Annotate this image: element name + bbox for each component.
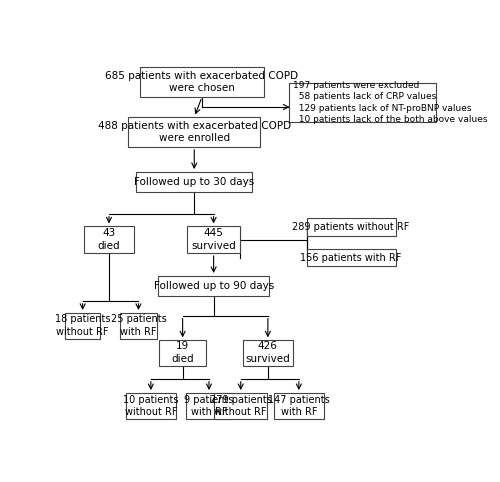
- Bar: [306, 249, 396, 267]
- Text: 488 patients with exacerbated COPD
were enrolled: 488 patients with exacerbated COPD were …: [98, 120, 291, 144]
- Text: 9 patients
with RF: 9 patients with RF: [184, 395, 234, 417]
- Bar: [136, 172, 252, 192]
- Bar: [160, 340, 206, 365]
- Text: 43
died: 43 died: [98, 228, 120, 251]
- Text: 279 patients
without RF: 279 patients without RF: [210, 395, 272, 417]
- Text: 18 patients
without RF: 18 patients without RF: [55, 314, 110, 337]
- Text: 156 patients with RF: 156 patients with RF: [300, 253, 402, 263]
- Text: Followed up to 90 days: Followed up to 90 days: [154, 281, 274, 291]
- Text: 289 patients without RF: 289 patients without RF: [292, 222, 410, 232]
- Text: 685 patients with exacerbated COPD
were chosen: 685 patients with exacerbated COPD were …: [106, 70, 298, 94]
- Bar: [214, 393, 268, 419]
- Text: 426
survived: 426 survived: [246, 341, 290, 364]
- Bar: [188, 227, 240, 253]
- Text: 147 patients
with RF: 147 patients with RF: [268, 395, 330, 417]
- Bar: [242, 340, 293, 365]
- Bar: [140, 67, 264, 97]
- Bar: [126, 393, 176, 419]
- Bar: [158, 276, 269, 296]
- Bar: [65, 313, 100, 339]
- Text: 25 patients
with RF: 25 patients with RF: [110, 314, 166, 337]
- Bar: [289, 83, 436, 122]
- Text: 197 patients were excluded
  58 patients lack of CRP values
  129 patients lack : 197 patients were excluded 58 patients l…: [293, 80, 488, 124]
- Bar: [186, 393, 232, 419]
- Bar: [274, 393, 324, 419]
- Bar: [306, 218, 396, 236]
- Text: 445
survived: 445 survived: [191, 228, 236, 251]
- Text: 10 patients
without RF: 10 patients without RF: [123, 395, 178, 417]
- Bar: [128, 117, 260, 147]
- Text: 19
died: 19 died: [172, 341, 194, 364]
- Text: Followed up to 30 days: Followed up to 30 days: [134, 177, 254, 187]
- Bar: [120, 313, 157, 339]
- Bar: [84, 227, 134, 253]
